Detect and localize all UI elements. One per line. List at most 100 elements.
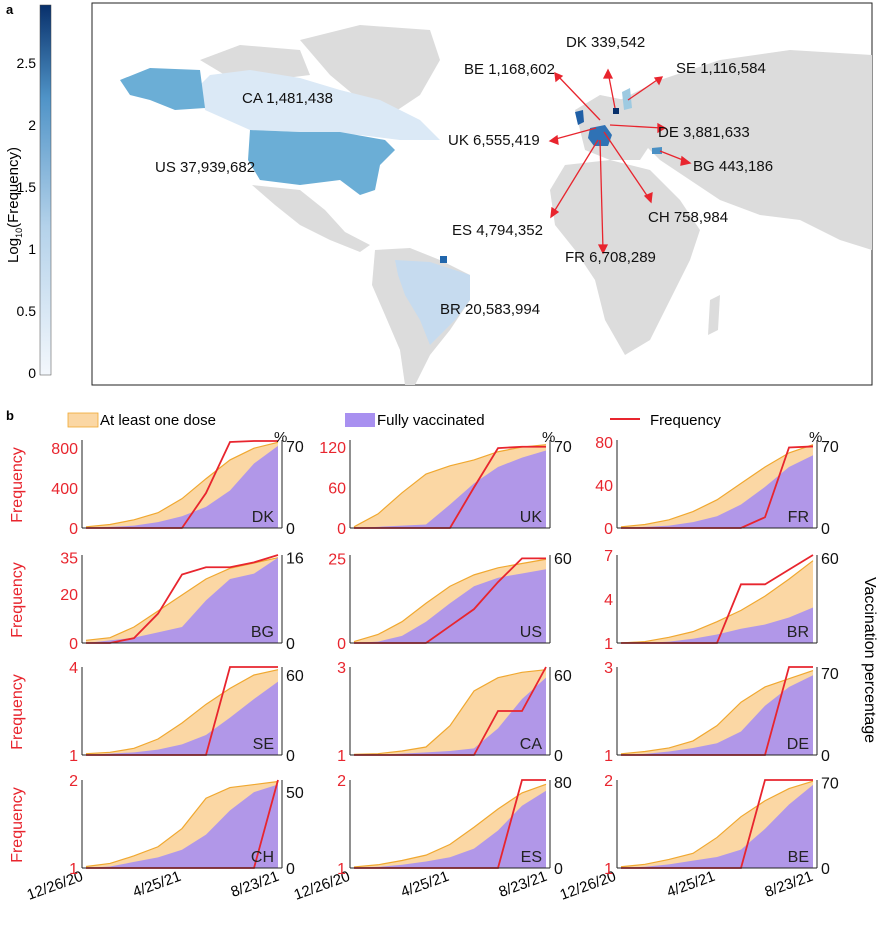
- legend: At least one dose Fully vaccinated Frequ…: [67, 412, 721, 429]
- country-shape-dk: [613, 108, 619, 114]
- land-madagascar: [708, 295, 720, 335]
- fully-vaccinated-area: [621, 675, 813, 755]
- left-tick-label: 60: [328, 480, 346, 497]
- subplot-se: 1 4 0 60 SE: [69, 660, 304, 765]
- legend-swatch-fully: [345, 413, 375, 427]
- subplot-fr: 0 40 80 0 70% FR: [595, 429, 839, 538]
- right-tick-label: 70: [554, 439, 572, 456]
- fully-vaccinated-area: [354, 450, 546, 528]
- right-tick-label: 0: [821, 748, 830, 765]
- left-tick-label: 1: [337, 861, 346, 878]
- map-arrows: [548, 68, 692, 255]
- map-label-ch: CH 758,984: [648, 209, 728, 226]
- country-shape-uk: [575, 110, 584, 125]
- frequency-label-row4: Frequency: [9, 787, 26, 863]
- left-tick-label: 40: [595, 478, 613, 495]
- map-label-se: SE 1,116,584: [676, 60, 766, 77]
- frequency-line: [86, 554, 279, 644]
- world-map: [91, 2, 873, 386]
- country-shape-fr: [588, 125, 612, 146]
- map-label-br: BR 20,583,994: [440, 301, 540, 318]
- left-tick-label: 0: [69, 636, 78, 653]
- arrowhead: [653, 76, 664, 86]
- map-label-de: DE 3,881,633: [658, 124, 750, 141]
- country-shape-br: [395, 260, 470, 345]
- fully-vaccinated-area: [354, 677, 546, 755]
- subplot-dk: 0 400 800 0 70% DK: [51, 429, 304, 538]
- left-tick-label: 1: [604, 636, 613, 653]
- right-tick-label: 0: [286, 861, 295, 878]
- colorbar-tick: 2: [28, 117, 36, 133]
- arrow-fr: [599, 139, 604, 251]
- arrowhead: [554, 71, 564, 83]
- left-tick-label: 0: [337, 636, 346, 653]
- colorbar: [39, 4, 52, 376]
- right-tick-label: 50: [286, 785, 304, 802]
- country-label: BR: [787, 624, 809, 641]
- left-tick-label: 7: [604, 548, 613, 565]
- fully-vaccinated-area: [621, 607, 813, 643]
- arrow-de: [609, 124, 663, 129]
- country-label: FR: [788, 509, 809, 526]
- arrow-be: [556, 74, 601, 121]
- one-dose-line: [85, 441, 279, 528]
- subplot-ca: 1 3 0 60 CA: [337, 660, 572, 765]
- left-tick-label: 2: [337, 773, 346, 790]
- percent-symbol: %: [274, 429, 287, 446]
- right-tick-label: 0: [286, 521, 295, 538]
- country-label: US: [520, 624, 542, 641]
- map-label-ca: CA 1,481,438: [242, 90, 333, 107]
- country-label: BG: [251, 624, 274, 641]
- right-tick-label: 16: [286, 551, 304, 568]
- fully-vaccinated-area: [86, 445, 278, 528]
- x-tick: 8/23/21: [229, 868, 282, 901]
- country-shape-bg: [652, 147, 662, 154]
- one-dose-line: [620, 444, 814, 528]
- left-tick-label: 80: [595, 435, 613, 452]
- map-label-dk: DK 339,542: [566, 34, 645, 51]
- subplot-ch: 1 2 0 50 CH: [69, 773, 304, 878]
- left-tick-label: 2: [69, 773, 78, 790]
- arrowhead: [680, 155, 692, 166]
- one-dose-line: [353, 669, 547, 755]
- left-tick-label: 800: [51, 441, 78, 458]
- x-tick: 8/23/21: [497, 868, 550, 901]
- land-mexico-central: [252, 185, 370, 252]
- vaccination-percentage-label: Vaccination percentage: [861, 577, 878, 743]
- arrow-se: [627, 77, 661, 101]
- one-dose-line: [353, 558, 547, 643]
- left-tick-label: 1: [69, 748, 78, 765]
- arrowhead: [602, 68, 614, 79]
- one-dose-area: [621, 560, 813, 643]
- country-label: ES: [521, 849, 542, 866]
- left-tick-label: 2: [604, 773, 613, 790]
- fully-vaccinated-area: [354, 790, 546, 868]
- panel-b-label: b: [6, 408, 14, 423]
- country-label: CH: [251, 849, 274, 866]
- right-tick-label: 60: [554, 668, 572, 685]
- subplot-es: 1 2 0 80 ES: [337, 773, 572, 878]
- frequency-label-row2: Frequency: [9, 562, 26, 638]
- right-tick-label: 0: [821, 861, 830, 878]
- country-shape-ca: [200, 70, 440, 140]
- land-arctic-canada: [200, 45, 310, 80]
- left-tick-label: 400: [51, 481, 78, 498]
- left-tick-label: 1: [69, 861, 78, 878]
- fully-vaccinated-area: [86, 784, 278, 868]
- left-tick-label: 1: [337, 748, 346, 765]
- country-shape-se: [622, 88, 632, 110]
- right-tick-label: 0: [286, 748, 295, 765]
- frequency-label-row1: Frequency: [9, 447, 26, 523]
- map-labels: CA 1,481,438 US 37,939,682 BR 20,583,994…: [155, 34, 773, 318]
- arrowhead: [548, 134, 559, 145]
- left-tick-label: 20: [60, 587, 78, 604]
- legend-swatch-one-dose: [67, 412, 99, 428]
- arrowhead: [597, 244, 609, 255]
- fully-vaccinated-area: [354, 569, 546, 643]
- panel-a-label: a: [6, 2, 14, 17]
- fully-vaccinated-area: [86, 681, 278, 755]
- colorbar-title: Log10(Frequency): [5, 147, 24, 263]
- subplot-de: 1 3 0 70 DE: [604, 660, 839, 765]
